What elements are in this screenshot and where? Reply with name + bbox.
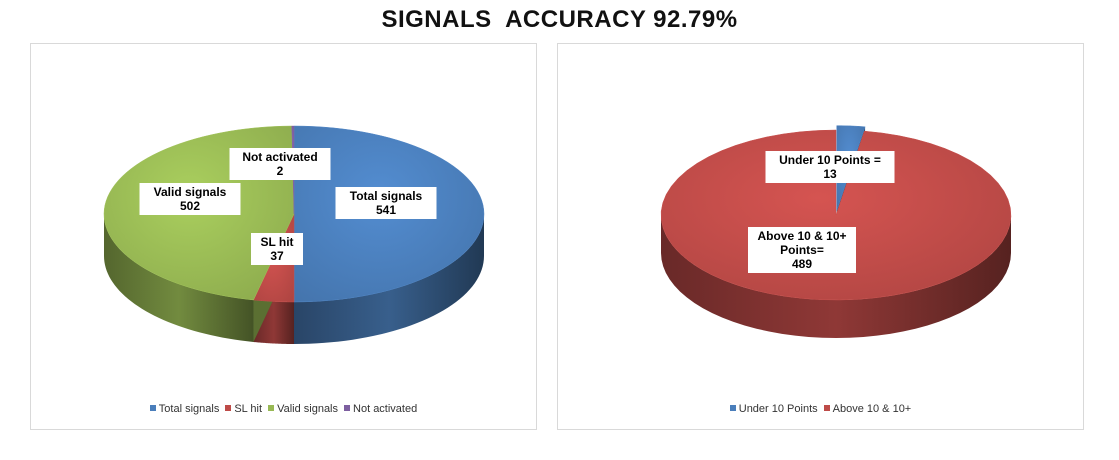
signals-side-valid-signals: [104, 214, 254, 342]
svg-text:502: 502: [180, 199, 200, 213]
points-side-above-10-10: [661, 215, 1011, 338]
svg-text:489: 489: [792, 257, 812, 271]
points-data-label-above-10-10: Above 10 & 10+Points=489: [748, 227, 856, 273]
svg-text:13: 13: [823, 167, 837, 181]
svg-text:Valid signals: Valid signals: [154, 185, 227, 199]
svg-text:541: 541: [376, 203, 396, 217]
points-legend-swatch-above-10-10: [823, 405, 830, 411]
pie-chart-signals: Total signals 541 SL hit 37 Valid signals 502…: [30, 43, 537, 430]
signals-legend-swatch-sl-hit: [225, 405, 232, 411]
legend-signals: Total signals SL hit Valid signals Not acti…: [31, 403, 536, 415]
signals-legend-label-sl-hit: SL hit: [234, 403, 263, 415]
svg-text:SL hit: SL hit: [260, 235, 293, 249]
pie-chart-points: Under 10 Points = 13 Above 10 & 10+ Points=…: [557, 43, 1084, 430]
chart-title: SIGNALS ACCURACY 92.79%: [381, 6, 738, 33]
pie-points-svg: Under 10 Points =13 Above 10 & 10+Points=…: [660, 125, 1012, 338]
signals-legend-item-sl-hit: SL hit: [225, 403, 262, 415]
signals-legend-item-not-activated: Not activated: [344, 403, 417, 415]
signals-legend-label-total-signals: Total signals: [158, 403, 220, 415]
svg-text:Above 10 & 10+: Above 10 & 10+: [757, 229, 846, 243]
signals-legend-swatch-not-activated: [344, 405, 351, 411]
svg-text:2: 2: [277, 164, 284, 178]
points-data-label-under-10-points: Under 10 Points =13: [765, 151, 895, 183]
svg-text:37: 37: [270, 249, 284, 263]
signals-legend-label-valid-signals: Valid signals: [277, 403, 339, 415]
signals-legend-item-valid-signals: Valid signals: [268, 403, 338, 415]
svg-text:Under 10 Points =: Under 10 Points =: [779, 153, 881, 167]
svg-text:Total signals: Total signals: [350, 189, 423, 203]
points-legend-item-above-10-10: Above 10 & 10+: [823, 403, 912, 415]
signals-legend-label-not-activated: Not activated: [353, 403, 418, 415]
signals-legend-swatch-total-signals: [149, 405, 156, 411]
svg-text:Not activated: Not activated: [242, 150, 317, 164]
signals-legend-item-total-signals: Total signals: [149, 403, 220, 415]
legend-points: Under 10 Points Above 10 & 10+: [558, 403, 1083, 415]
points-legend-swatch-under-10-points: [729, 405, 736, 411]
svg-text:Points=: Points=: [780, 243, 824, 257]
points-legend-label-above-10-10: Above 10 & 10+: [832, 403, 912, 415]
signals-side-total-signals: [294, 214, 484, 344]
points-legend-item-under-10-points: Under 10 Points: [729, 403, 818, 415]
points-legend-label-under-10-points: Under 10 Points: [738, 403, 818, 415]
signals-legend-swatch-valid-signals: [268, 405, 275, 411]
